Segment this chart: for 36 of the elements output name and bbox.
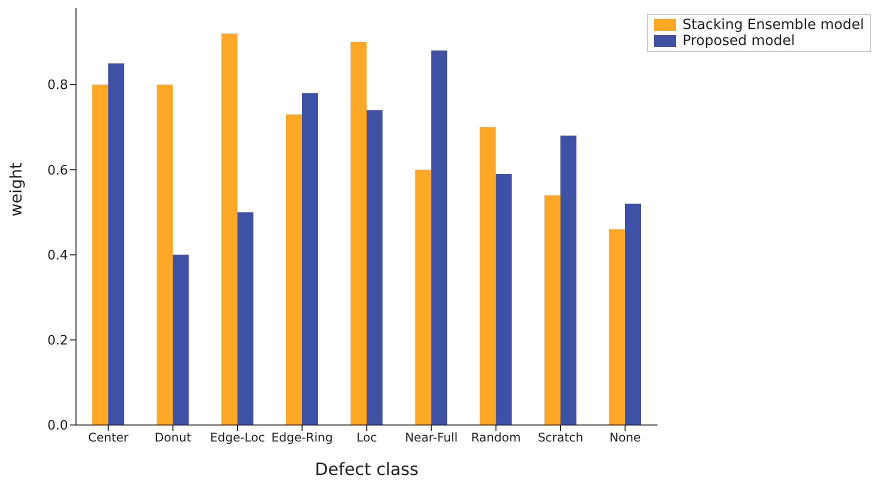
- bar: [92, 84, 108, 425]
- y-tick-label: 0.4: [47, 248, 68, 264]
- bar: [172, 254, 189, 425]
- bar: [302, 93, 318, 425]
- x-tick-label: Scratch: [538, 430, 584, 445]
- x-tick-label: Donut: [154, 430, 192, 445]
- x-tick-label: Edge-Ring: [271, 430, 333, 445]
- y-axis-title: weight: [6, 162, 26, 216]
- y-tick-label: 0.6: [47, 163, 68, 178]
- y-tick-label: 0.8: [47, 78, 68, 94]
- bar: [221, 34, 238, 425]
- bar: [366, 110, 383, 425]
- x-tick-label: None: [609, 430, 641, 445]
- x-tick-label: Edge-Loc: [210, 430, 265, 445]
- bar: [496, 174, 512, 425]
- y-tick-label: 0.0: [47, 418, 68, 434]
- bar: [624, 204, 641, 425]
- bar: [286, 114, 302, 425]
- bar: [415, 170, 432, 425]
- x-tick-label: Near-Full: [404, 430, 458, 445]
- x-tick-label: Random: [471, 430, 521, 445]
- x-tick-label: Center: [88, 430, 129, 445]
- x-tick-label: Loc: [356, 430, 377, 445]
- bar: [350, 42, 367, 425]
- bar: [544, 195, 560, 425]
- bar: [237, 212, 254, 425]
- bar: [108, 63, 124, 425]
- legend-label: Proposed model: [682, 33, 795, 49]
- bar: [480, 127, 496, 425]
- y-tick-label: 0.2: [47, 334, 68, 349]
- bar: [156, 84, 173, 425]
- bar: [560, 136, 576, 425]
- x-axis-title: Defect class: [314, 460, 419, 480]
- bar: [431, 50, 448, 425]
- legend-label: Stacking Ensemble model: [682, 17, 864, 33]
- bar: [608, 229, 625, 425]
